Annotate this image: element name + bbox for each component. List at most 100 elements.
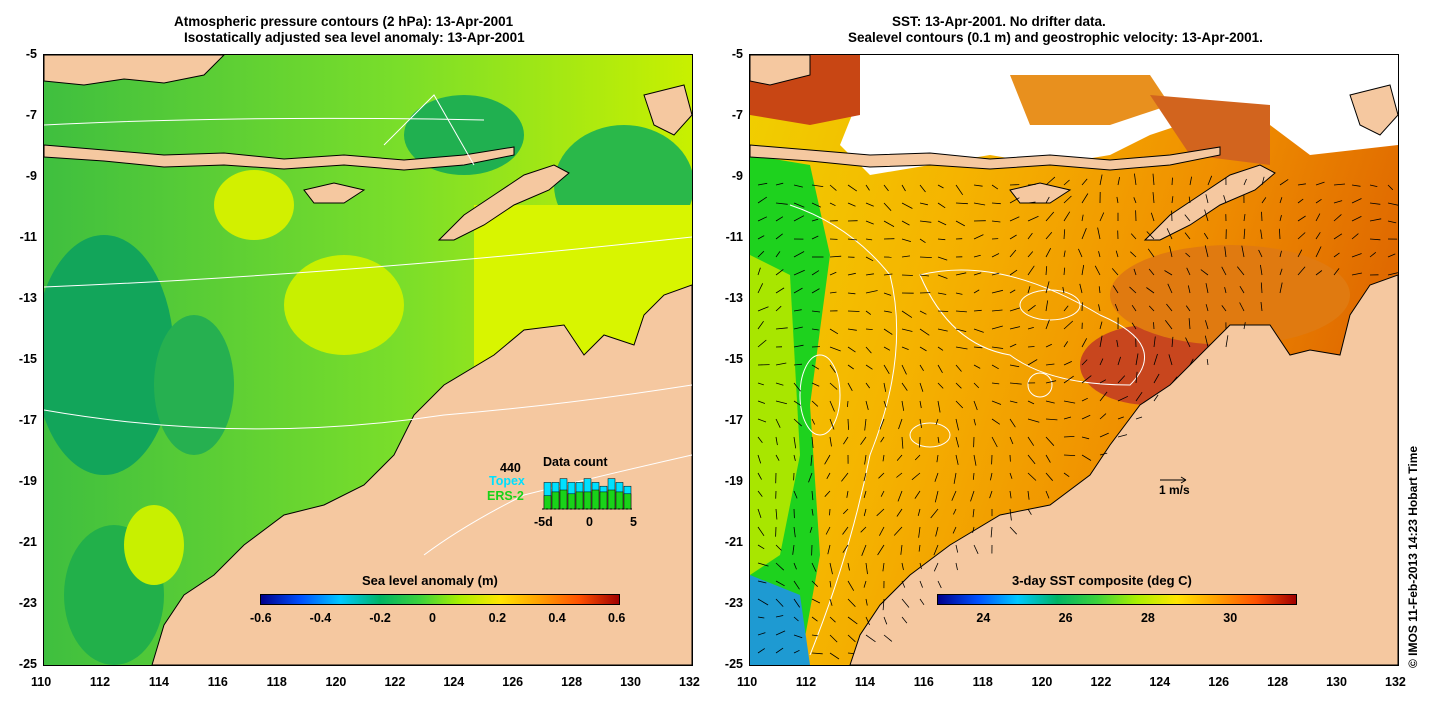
velocity-vector: [829, 255, 842, 258]
velocity-vector: [1206, 358, 1209, 366]
velocity-vector: [1130, 251, 1137, 258]
velocity-vector: [1243, 228, 1246, 240]
velocity-vector: [955, 400, 964, 409]
velocity-vector: [1027, 490, 1030, 500]
lat-tick-label: -9: [731, 169, 743, 183]
velocity-vector: [847, 652, 855, 654]
data-count-tick: -5d: [534, 515, 553, 529]
colorbar-tick-label: 0.4: [548, 611, 566, 625]
sla-high-patch: [124, 505, 184, 585]
colorbar-tick-label: -0.6: [250, 611, 272, 625]
velocity-vector: [829, 652, 840, 660]
velocity-vector: [991, 289, 1003, 294]
velocity-vector: [1063, 320, 1074, 330]
velocity-vector: [864, 418, 867, 431]
velocity-vector: [1081, 228, 1087, 240]
lon-tick-label: 116: [207, 675, 228, 689]
velocity-vector: [1009, 436, 1014, 445]
velocity-vector: [865, 400, 869, 411]
velocity-vector: [1009, 526, 1017, 535]
velocity-vector: [847, 634, 856, 643]
velocity-vector: [1009, 343, 1017, 348]
velocity-vector: [793, 309, 802, 312]
velocity-vector: [1009, 234, 1017, 240]
velocity-vector: [1333, 252, 1340, 258]
velocity-vector: [1189, 358, 1194, 366]
velocity-vector: [991, 382, 1000, 385]
velocity-vector: [847, 364, 854, 370]
velocity-vector: [1099, 212, 1105, 222]
velocity-vector: [919, 418, 922, 428]
velocity-vector: [937, 382, 944, 389]
velocity-vector: [847, 292, 856, 295]
sealevel-contour: [909, 422, 951, 448]
velocity-vector: [919, 382, 924, 392]
sealevel-contour: [919, 269, 1146, 386]
ers-count-bar: [575, 491, 584, 510]
velocity-vector: [1081, 397, 1088, 402]
velocity-vector: [1167, 283, 1173, 294]
velocity-vector: [990, 472, 993, 481]
velocity-vector: [757, 526, 765, 537]
velocity-vector: [1009, 382, 1022, 385]
velocity-vector: [973, 544, 979, 554]
ers-count-bar: [623, 493, 632, 510]
colorbar-tick-label: 0.2: [488, 611, 507, 625]
data-count-tick: 0: [586, 515, 593, 529]
velocity-vector: [991, 253, 1000, 258]
velocity-vector: [1260, 282, 1263, 294]
velocity-vector: [1045, 454, 1051, 463]
velocity-vector: [1297, 215, 1306, 222]
velocity-vector: [793, 287, 803, 294]
velocity-vector: [935, 526, 939, 537]
velocity-vector: [1279, 250, 1282, 258]
velocity-vector: [897, 490, 903, 502]
velocity-vector: [1279, 228, 1281, 240]
velocity-vector: [843, 508, 849, 515]
velocity-vector: [883, 346, 891, 351]
velocity-vector: [952, 526, 957, 534]
velocity-vector: [1351, 233, 1359, 240]
velocity-vector: [829, 436, 832, 447]
velocity-vector: [865, 256, 874, 262]
velocity-vector: [793, 436, 797, 449]
velocity-vector: [937, 346, 944, 351]
sst-warm-region: [1010, 75, 1170, 125]
velocity-vector: [811, 270, 820, 276]
velocity-vector: [775, 216, 784, 222]
ers-count-bar: [599, 491, 608, 510]
velocity-vector: [1333, 183, 1346, 186]
velocity-vector: [973, 400, 978, 411]
velocity-vector: [1009, 472, 1013, 479]
velocity-vector: [793, 251, 805, 258]
velocity-vector: [757, 580, 767, 584]
velocity-vector: [811, 616, 818, 622]
velocity-vector: [1148, 305, 1155, 312]
velocity-vector: [1027, 304, 1036, 312]
sealevel-contour: [799, 354, 841, 436]
velocity-vector: [829, 291, 837, 294]
velocity-vector: [1333, 268, 1340, 276]
velocity-vector: [865, 382, 871, 389]
velocity-vector: [937, 400, 941, 413]
velocity-vector: [919, 310, 927, 315]
velocity-vector: [1027, 508, 1032, 515]
lat-tick-label: -17: [18, 413, 37, 427]
velocity-vector: [865, 328, 873, 330]
velocity-vector: [846, 490, 849, 498]
velocity-vector: [847, 562, 850, 571]
lat-tick-label: -21: [18, 535, 37, 549]
sst-warm-region: [1110, 245, 1350, 345]
lat-tick-label: -15: [18, 352, 37, 366]
velocity-vector: [865, 273, 874, 276]
velocity-vector: [793, 562, 797, 570]
lat-tick-label: -5: [731, 47, 743, 61]
nusa-tenggara-islands: [44, 144, 515, 171]
velocity-vector: [973, 364, 981, 369]
velocity-vector: [901, 382, 908, 391]
velocity-vector: [1045, 176, 1056, 186]
velocity-vector: [1387, 272, 1398, 276]
velocity-vector: [1098, 251, 1101, 258]
velocity-vector: [1027, 232, 1033, 240]
velocity-vector: [793, 490, 798, 499]
